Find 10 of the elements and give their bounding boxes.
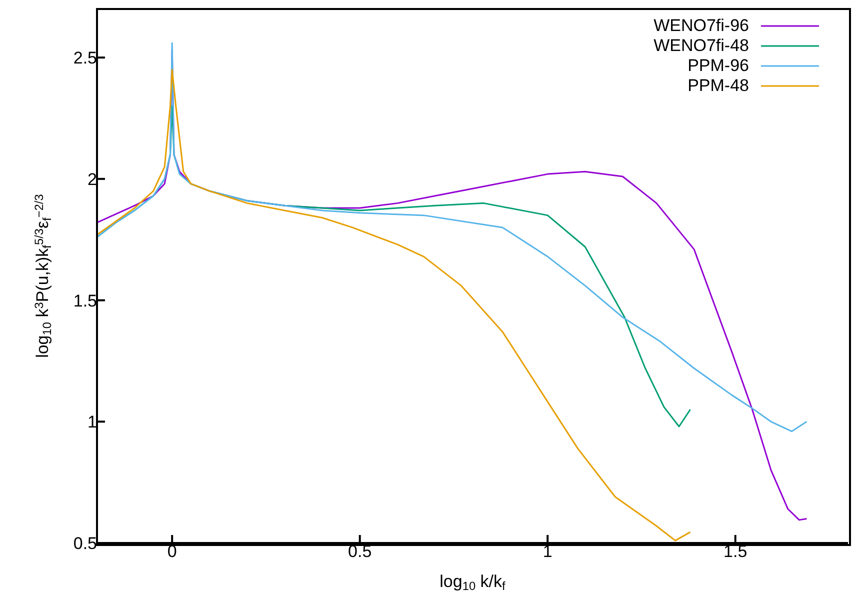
- y-tick-label: 2: [88, 170, 97, 189]
- x-axis-title: log$_{10}$ k/k$_{f}$: [440, 572, 506, 593]
- legend-label: WENO7fi-48: [654, 36, 749, 56]
- x-tick-label: 1: [542, 542, 552, 562]
- legend-label: PPM-48: [688, 76, 749, 96]
- legend-label: WENO7fi-96: [654, 16, 749, 36]
- legend-label: PPM-96: [688, 56, 749, 76]
- y-tick-label: 1: [88, 412, 97, 432]
- y-tick-label: 1.5: [73, 291, 97, 310]
- y-tick-label: 2.5: [73, 48, 97, 68]
